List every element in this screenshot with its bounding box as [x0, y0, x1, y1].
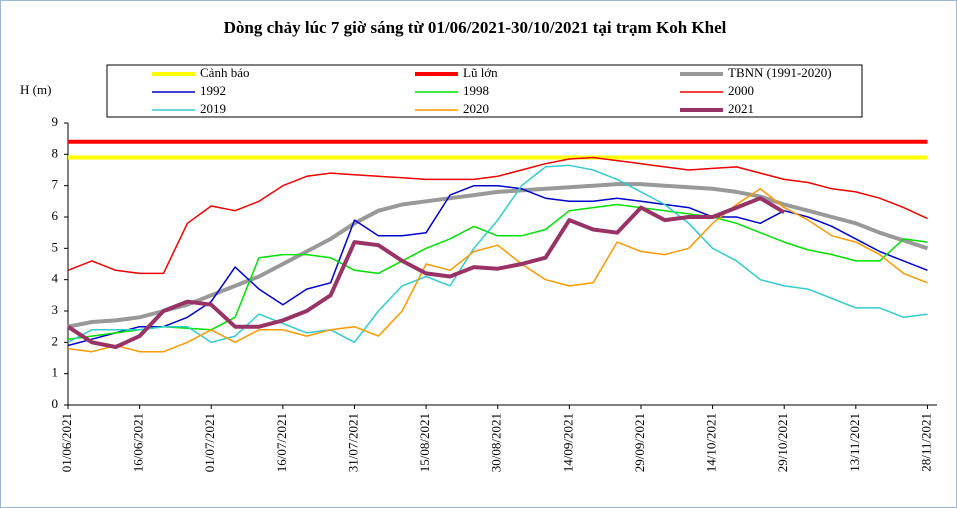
- y-tick-label: 7: [52, 177, 59, 192]
- x-tick-label: 29/10/2021: [775, 413, 790, 472]
- legend-label: Cảnh báo: [200, 65, 249, 80]
- y-tick-label: 0: [52, 396, 59, 411]
- legend-label: 1992: [200, 83, 226, 98]
- legend-label: 2000: [728, 83, 754, 98]
- y-tick-label: 9: [52, 114, 59, 129]
- legend-label: TBNN (1991-2020): [728, 65, 832, 80]
- y-tick-label: 3: [52, 302, 59, 317]
- y-tick-label: 6: [52, 208, 59, 223]
- x-tick-label: 16/07/2021: [274, 413, 289, 472]
- y-axis-label: H (m): [20, 82, 51, 97]
- series-line: [66, 196, 786, 349]
- legend: [106, 64, 863, 118]
- x-tick-label: 14/10/2021: [704, 413, 719, 472]
- chart-title: Dòng chảy lúc 7 giờ sáng từ 01/06/2021-3…: [224, 18, 727, 37]
- y-tick-label: 2: [52, 333, 59, 348]
- legend-label: 2020: [463, 101, 489, 116]
- x-tick-label: 13/11/2021: [847, 413, 862, 472]
- y-tick-label: 5: [52, 239, 59, 254]
- legend-label: 2021: [728, 101, 754, 116]
- y-tick-label: 1: [52, 365, 59, 380]
- x-tick-label: 29/09/2021: [632, 413, 647, 472]
- x-tick-label: 01/07/2021: [202, 413, 217, 472]
- x-tick-label: 01/06/2021: [59, 413, 74, 472]
- x-tick-label: 15/08/2021: [417, 413, 432, 472]
- series-line: [67, 156, 928, 275]
- x-tick-label: 28/11/2021: [918, 413, 933, 472]
- series-line: [67, 182, 929, 329]
- x-tick-label: 30/08/2021: [489, 413, 504, 472]
- series-line: [67, 188, 928, 353]
- legend-label: Lũ lớn: [463, 65, 498, 80]
- series-line: [67, 164, 928, 344]
- y-tick-label: 8: [52, 145, 59, 160]
- legend-label: 1998: [463, 83, 489, 98]
- y-tick-label: 4: [52, 271, 59, 286]
- legend-label: 2019: [200, 101, 226, 116]
- x-tick-label: 16/06/2021: [131, 413, 146, 472]
- x-tick-label: 14/09/2021: [560, 413, 575, 472]
- x-tick-label: 31/07/2021: [345, 413, 360, 472]
